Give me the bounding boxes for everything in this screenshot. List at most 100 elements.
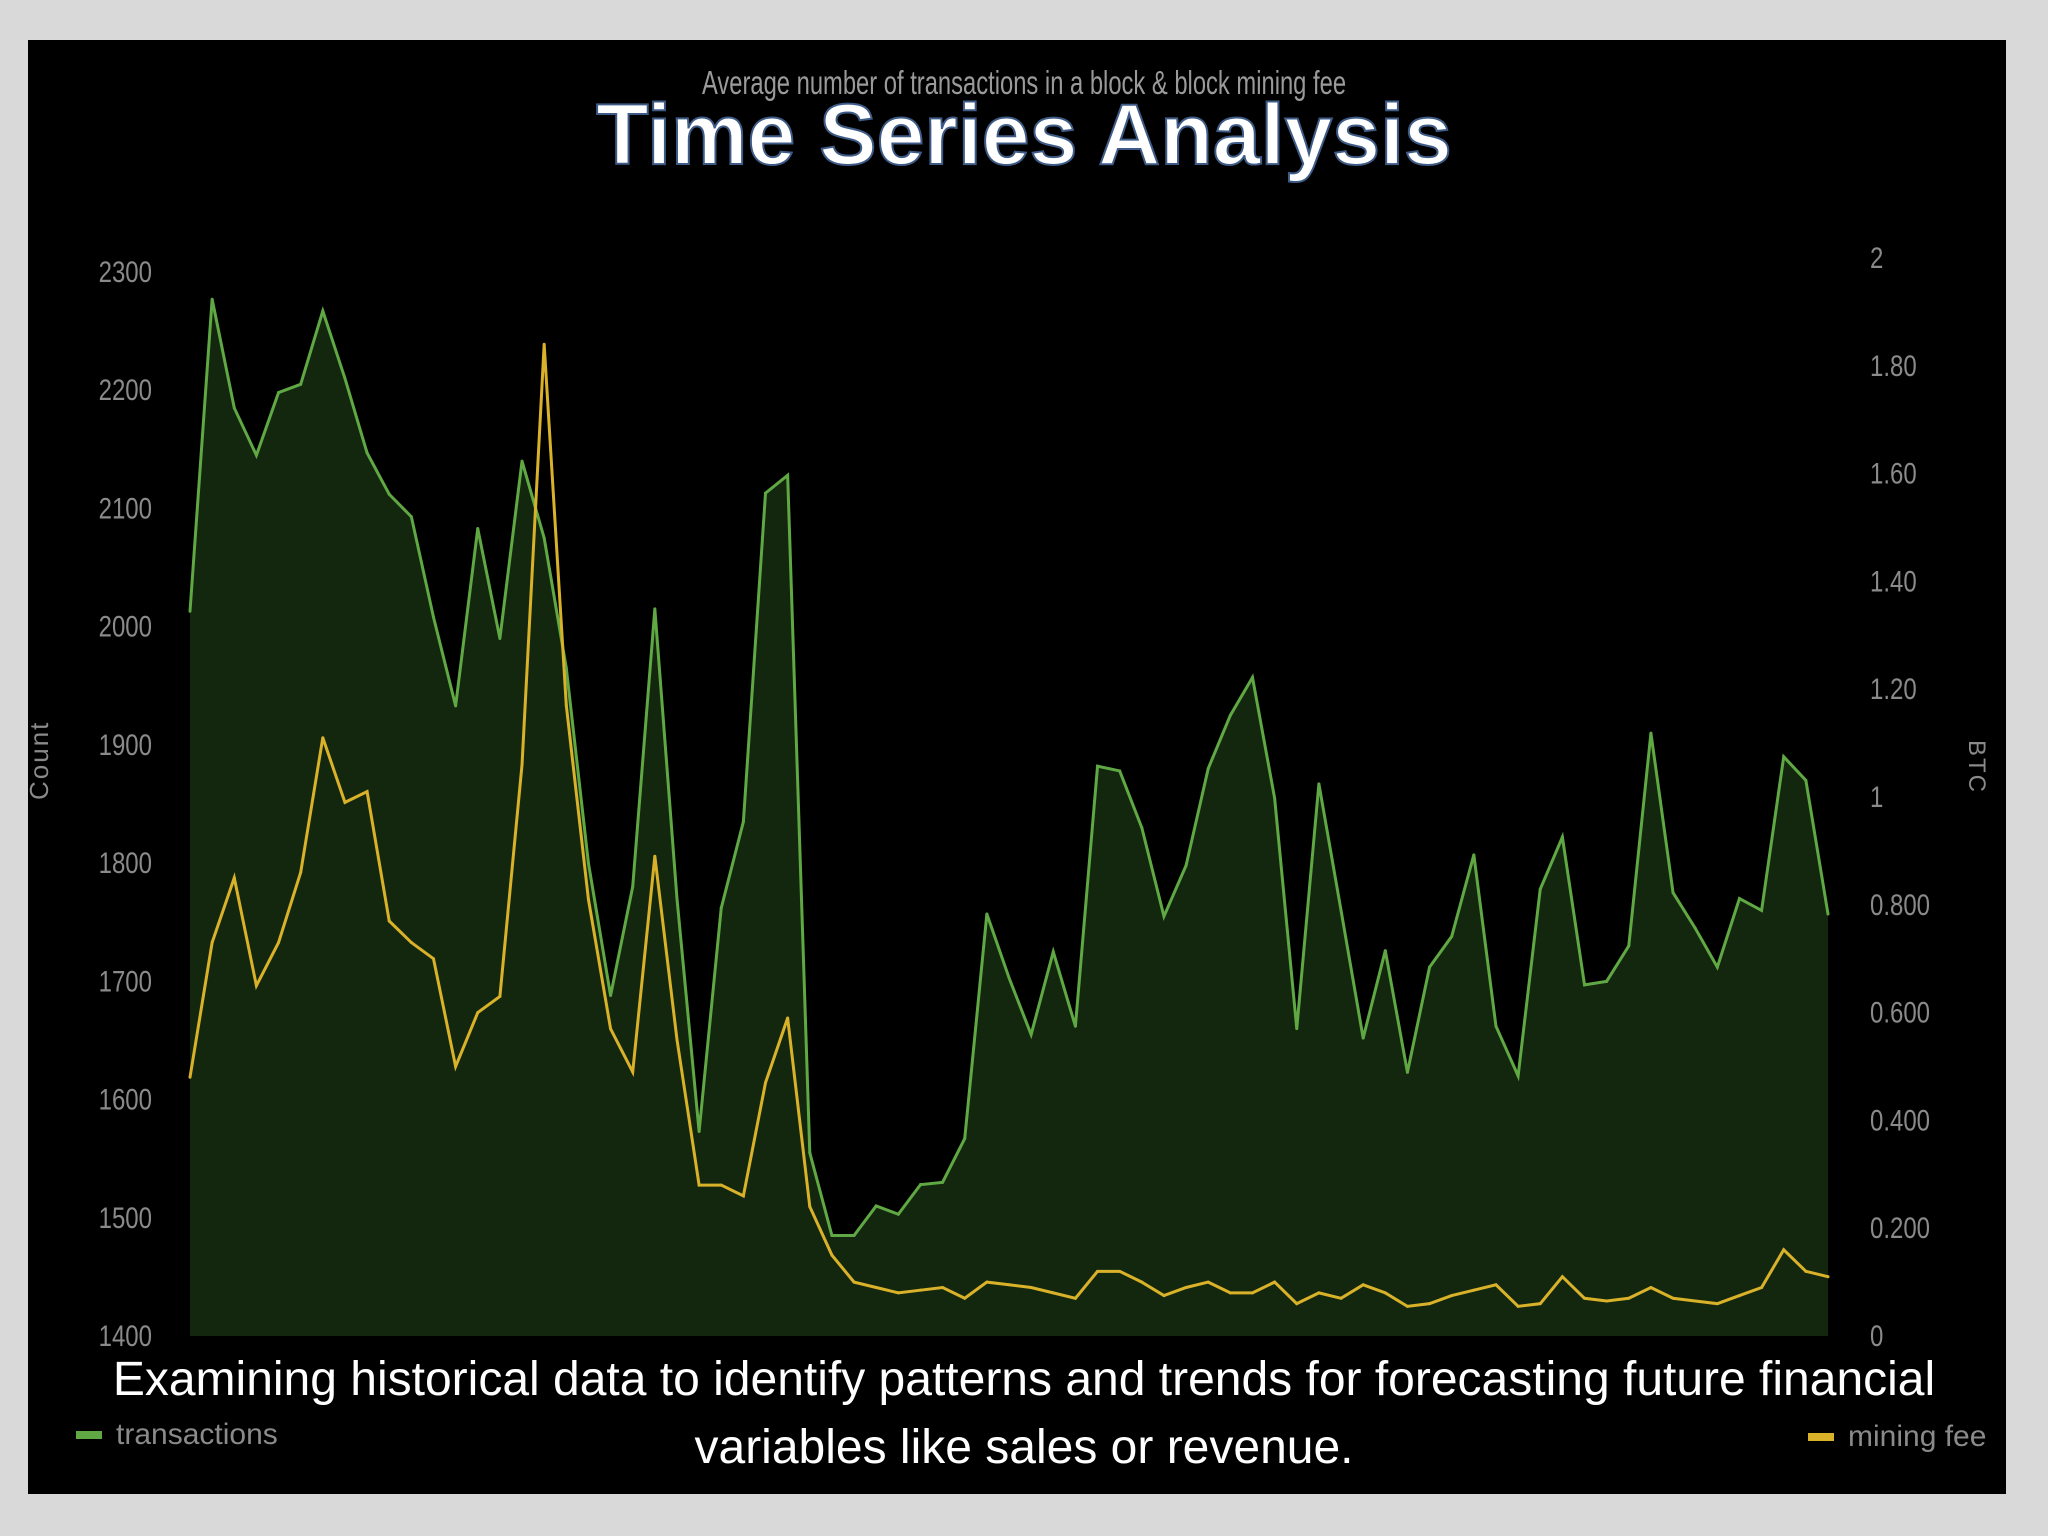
chart-title: Average number of transactions in a bloc… <box>701 64 1347 101</box>
transactions-point <box>1051 950 1055 954</box>
mining-fee-point <box>830 1253 834 1257</box>
transactions-point <box>1428 965 1432 969</box>
mining-fee-point <box>631 1070 635 1074</box>
y-left-tick-label: 1600 <box>99 1082 152 1116</box>
mining-fee-point <box>609 1027 613 1031</box>
transactions-point <box>808 1151 812 1155</box>
mining-fee-point <box>1361 1283 1365 1287</box>
mining-fee-point <box>1206 1280 1210 1284</box>
transactions-point <box>764 491 768 495</box>
transactions-point <box>1782 755 1786 759</box>
mining-fee-point <box>1339 1296 1343 1300</box>
transactions-point <box>830 1234 834 1238</box>
mining-fee-point <box>1782 1248 1786 1252</box>
transactions-point <box>896 1212 900 1216</box>
transactions-point <box>1162 914 1166 918</box>
transactions-point <box>1760 908 1764 912</box>
y-left-tick-label: 2300 <box>99 254 152 288</box>
y-left-tick-labels: 1400 1500 1600 1700 1800 1900 2000 2100 2200 2300 <box>99 254 152 1352</box>
transactions-point <box>277 391 281 395</box>
mining-fee-point <box>431 957 435 961</box>
transactions-point <box>1693 926 1697 930</box>
transactions-point <box>874 1204 878 1208</box>
transactions-point <box>476 527 480 531</box>
transactions-point <box>1560 835 1564 839</box>
transactions-point <box>631 885 635 889</box>
transactions-point <box>741 820 745 824</box>
mining-fee-point <box>1760 1285 1764 1289</box>
mining-fee-point <box>1051 1291 1055 1295</box>
transactions-point <box>498 636 502 640</box>
transactions-point <box>1273 796 1277 800</box>
transactions-point <box>1472 853 1476 857</box>
mining-fee-point <box>1073 1296 1077 1300</box>
transactions-point <box>454 704 458 708</box>
mining-fee-point <box>1162 1294 1166 1298</box>
mining-fee-point <box>786 1016 790 1020</box>
transactions-point <box>697 1129 701 1133</box>
mining-fee-point <box>1826 1275 1830 1279</box>
transactions-point <box>1649 731 1653 735</box>
transactions-point <box>1494 1024 1498 1028</box>
y-axis-left-label: Count <box>24 720 54 800</box>
mining-fee-point <box>1450 1294 1454 1298</box>
transactions-point <box>653 607 657 611</box>
transactions-point <box>852 1234 856 1238</box>
mining-fee-point <box>1494 1283 1498 1287</box>
y-right-tick-label: 0.600 <box>1870 995 1930 1029</box>
mining-fee-point <box>188 1075 192 1079</box>
transactions-point <box>1405 1070 1409 1074</box>
transactions-point <box>1184 863 1188 867</box>
transactions-point <box>1007 976 1011 980</box>
transactions-point <box>1228 713 1232 717</box>
transactions-point <box>1737 897 1741 901</box>
transactions-point <box>1671 891 1675 895</box>
y-right-tick-label: 0 <box>1870 1318 1883 1352</box>
transactions-point <box>409 515 413 519</box>
y-right-tick-label: 1.60 <box>1870 456 1917 490</box>
mining-fee-point <box>896 1291 900 1295</box>
y-left-tick-label: 1700 <box>99 964 152 998</box>
transactions-point <box>963 1137 967 1141</box>
transactions-point <box>1826 912 1830 916</box>
y-left-tick-label: 1400 <box>99 1318 152 1352</box>
transactions-point <box>1538 887 1542 891</box>
transactions-point <box>1605 979 1609 983</box>
transactions-point <box>1250 676 1254 680</box>
mining-fee-point <box>1737 1294 1741 1298</box>
y-left-tick-label: 2100 <box>99 491 152 525</box>
transactions-point <box>1073 1024 1077 1028</box>
mining-fee-point <box>365 790 369 794</box>
mining-fee-point <box>498 994 502 998</box>
transactions-point <box>1029 1033 1033 1037</box>
mining-fee-point <box>476 1011 480 1015</box>
mining-fee-point <box>985 1280 989 1284</box>
mining-fee-point <box>1317 1291 1321 1295</box>
y-left-tick-label: 1500 <box>99 1200 152 1234</box>
mining-fee-point <box>675 1038 679 1042</box>
transactions-points <box>188 297 1830 1238</box>
mining-fee-point <box>697 1183 701 1187</box>
legend-item-transactions[interactable]: transactions <box>76 1418 278 1452</box>
y-right-tick-label: 0.400 <box>1870 1103 1930 1137</box>
transactions-point <box>1627 944 1631 948</box>
mining-fee-point <box>963 1296 967 1300</box>
y-right-tick-label: 0.200 <box>1870 1211 1930 1245</box>
mining-fee-point <box>741 1194 745 1198</box>
transactions-point <box>1140 826 1144 830</box>
mining-fee-point <box>277 941 281 945</box>
legend-item-mining-fee[interactable]: mining fee <box>1808 1420 1986 1454</box>
mining-fee-point <box>1538 1302 1542 1306</box>
transactions-point <box>564 666 568 670</box>
y-right-tick-label: 1.80 <box>1870 348 1917 382</box>
transactions-point <box>985 912 989 916</box>
transactions-point <box>254 453 258 457</box>
mining-fee-point <box>299 870 303 874</box>
legend-label-transactions: transactions <box>116 1418 278 1451</box>
mining-fee-point <box>941 1285 945 1289</box>
transactions-point <box>1206 767 1210 771</box>
mining-fee-point <box>454 1065 458 1068</box>
mining-fee-point <box>232 876 236 880</box>
transactions-point <box>786 473 790 477</box>
mining-fee-point <box>586 897 590 901</box>
